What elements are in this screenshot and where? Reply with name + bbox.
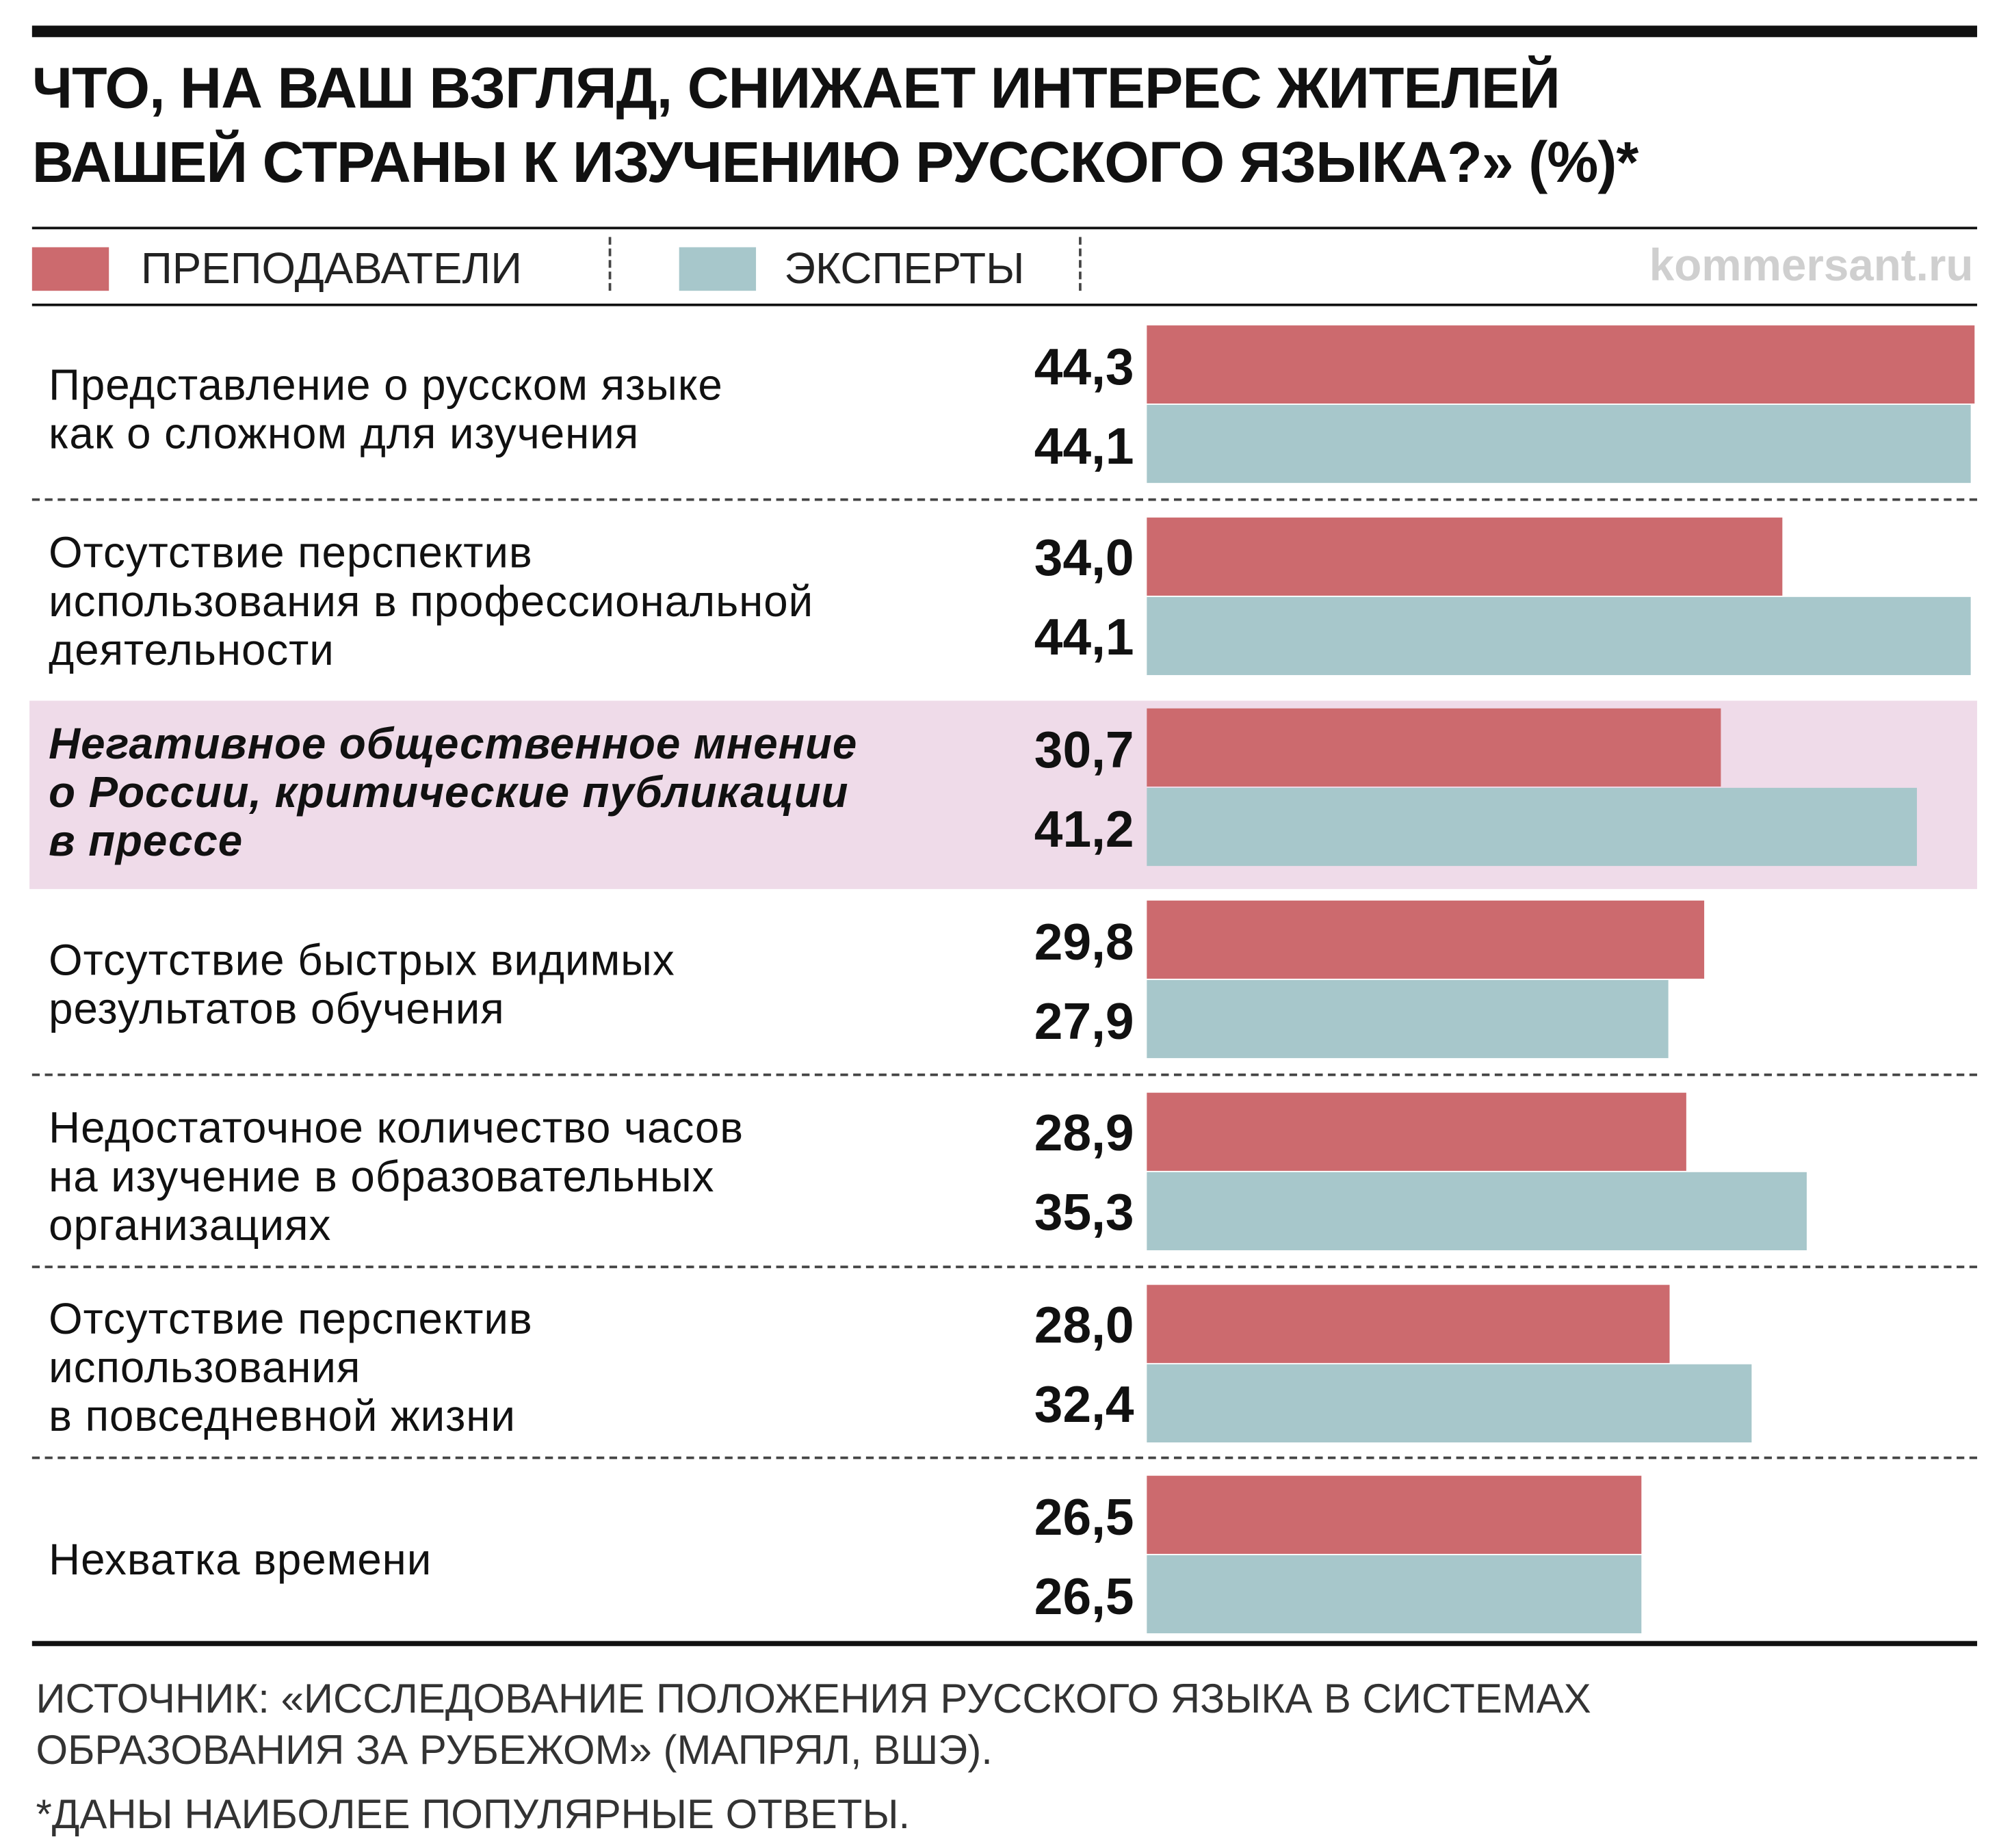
legend-label: ЭКСПЕРТЫ [784,244,1025,293]
bar [1147,1363,1753,1442]
legend-separator [608,237,612,291]
value-label: 29,8 [1034,914,1134,971]
top-rule [31,25,1978,38]
value-label: 32,4 [1034,1377,1134,1434]
chart-title: ЧТО, НА ВАШ ВЗГЛЯД, СНИЖАЕТ ИНТЕРЕС ЖИТЕ… [31,55,1638,195]
category-label: Отсутствие перспектив использования в по… [49,1295,533,1442]
row-separator [31,1265,1978,1268]
category-label: Отсутствие быстрых видимых результатов о… [49,936,675,1034]
value-label: 26,5 [1034,1489,1134,1546]
category-label: Недостаточное количество часов на изучен… [49,1103,744,1250]
bar [1147,1172,1807,1250]
bar [1147,900,1704,979]
value-label: 28,0 [1034,1297,1134,1354]
bar [1147,1284,1671,1362]
bar [1147,517,1782,596]
category-label: Представление о русском языке как о слож… [49,360,723,459]
legend-swatch [31,247,109,291]
value-label: 27,9 [1034,993,1134,1051]
bar [1147,1092,1687,1171]
watermark: kommersant.ru [1649,241,1974,291]
value-label: 34,0 [1034,530,1134,588]
row-separator [31,498,1978,501]
rule [31,303,1978,306]
value-label: 44,1 [1034,418,1134,475]
bar [1147,325,1975,404]
bar [1147,596,1971,675]
value-label: 28,9 [1034,1105,1134,1163]
value-label: 44,3 [1034,339,1134,395]
bar [1147,709,1721,787]
source: ИСТОЧНИК: «ИССЛЕДОВАНИЕ ПОЛОЖЕНИЯ РУССКО… [36,1675,1591,1773]
value-label: 44,1 [1034,609,1134,667]
bar [1147,980,1669,1059]
bar [1147,404,1971,484]
bar [1147,1476,1643,1555]
row-separator [31,1456,1978,1460]
legend-label: ПРЕПОДАВАТЕЛИ [141,244,523,293]
bar [1147,788,1917,867]
category-label: Отсутствие перспектив использования в пр… [49,528,814,675]
bar [1147,1555,1643,1634]
legend-swatch [679,247,757,291]
category-label: Негативное общественное мнение о России,… [49,720,858,867]
value-label: 35,3 [1034,1185,1134,1242]
category-label: Нехватка времени [49,1535,432,1585]
value-label: 30,7 [1034,722,1134,779]
row-separator [31,1073,1978,1076]
bottom-rule [31,1641,1978,1646]
legend-separator [1079,237,1082,291]
value-label: 41,2 [1034,802,1134,858]
rule [31,226,1978,230]
value-label: 26,5 [1034,1568,1134,1626]
note: *ДАНЫ НАИБОЛЕЕ ПОПУЛЯРНЫЕ ОТВЕТЫ. [36,1791,911,1837]
